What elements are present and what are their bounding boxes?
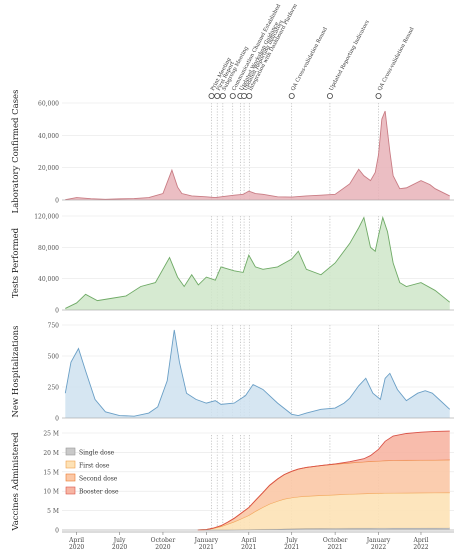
x-tick-label-month: January: [194, 537, 219, 544]
legend-label: Second dose: [79, 476, 118, 483]
panel-1: 0 20,000 40,000 60,000 Laboratory Confirmed …: [11, 90, 454, 214]
annotation-marker: [229, 93, 236, 100]
x-tick-label-year: 2021: [284, 544, 299, 550]
legend-label: Single dose: [79, 450, 115, 457]
x-tick-label-month: July: [113, 537, 126, 544]
legend: Single dose First dose Second dose Booster …: [65, 447, 119, 496]
y-tick-label: 20 M: [43, 450, 59, 457]
y-axis-label: Laboratory Confirmed Cases: [11, 90, 21, 214]
y-tick-label: 40,000: [38, 133, 59, 140]
y-tick-label: 500: [48, 354, 60, 361]
annotation-marker: [208, 93, 215, 100]
stack-area-4: [197, 431, 450, 530]
series-line: [65, 110, 450, 201]
y-axis-label: Vaccines Administered: [11, 432, 21, 532]
annotation-marker: [326, 93, 333, 100]
annotation-marker: [241, 93, 248, 100]
x-tick-label-year: 2022: [371, 544, 386, 550]
annotation-marker: [214, 93, 221, 100]
legend-label: First dose: [79, 463, 110, 470]
y-tick-label: 750: [48, 323, 60, 330]
y-tick-label: 40,000: [38, 276, 59, 283]
y-axis-label: Tests Performed: [11, 227, 21, 298]
annotation-label: QA Cross-validation Round: [290, 26, 329, 92]
x-tick-label-month: October: [151, 537, 176, 544]
stack-area-2: [197, 492, 450, 530]
y-tick-label: 120,000: [34, 214, 59, 221]
area-fill: [65, 111, 450, 200]
panel-4: 0 5 M 10 M 15 M 20 M 25 M Vaccines Administere…: [11, 431, 454, 535]
annotation-label: Updated Reporting Indicators: [328, 19, 370, 92]
y-axis-label: New Hospitalizations: [11, 325, 21, 417]
annotation-marker: [288, 93, 295, 100]
y-tick-label: 250: [48, 385, 60, 392]
legend-swatch: [65, 486, 76, 495]
x-tick-label-month: April: [240, 537, 256, 544]
x-tick-label-year: 2021: [199, 544, 214, 550]
y-tick-label: 10 M: [43, 489, 59, 496]
area-fill: [65, 329, 450, 418]
x-axis: April2020July2020October2020January2021A…: [62, 531, 454, 550]
x-tick-label-year: 2020: [69, 544, 84, 550]
annotation-marker: [219, 93, 226, 100]
x-tick-label-month: April: [413, 537, 429, 544]
x-tick-label-year: 2022: [413, 544, 428, 550]
x-tick-label-month: January: [366, 537, 391, 544]
y-tick-label: 0: [55, 416, 59, 423]
x-tick-label-month: April: [68, 537, 84, 544]
area-fill: [65, 217, 450, 310]
y-tick-label: 0: [55, 528, 59, 535]
series-line: [65, 215, 451, 309]
x-tick-label-year: 2021: [327, 544, 342, 550]
y-tick-label: 60,000: [38, 101, 59, 108]
y-tick-label: 15 M: [43, 469, 59, 476]
y-tick-label: 0: [55, 308, 59, 315]
x-tick-label-year: 2021: [241, 544, 256, 550]
y-tick-label: 20,000: [38, 165, 59, 172]
y-tick-label: 0: [55, 198, 59, 205]
legend-label: Booster dose: [79, 489, 119, 496]
legend-swatch: [65, 447, 76, 456]
panel-2: 0 40,000 80,000 120,000 Tests Performed: [11, 214, 454, 315]
y-tick-label: 5 M: [47, 508, 59, 515]
annotation-marker: [375, 93, 382, 100]
panels-layer: 0 20,000 40,000 60,000 Laboratory Confirmed …: [11, 90, 454, 535]
annotation-marker: [246, 93, 253, 100]
y-tick-label: 25 M: [43, 431, 59, 438]
annotation-label: QA Cross-validation Round: [377, 26, 416, 92]
series-line: [64, 329, 451, 417]
legend-swatch: [65, 460, 76, 469]
stack-area-3: [197, 459, 450, 530]
x-tick-label-month: October: [323, 537, 348, 544]
x-tick-label-year: 2020: [112, 544, 127, 550]
x-tick-label-month: July: [285, 537, 298, 544]
stack-line-4: [197, 430, 450, 531]
panel-3: 0 250 500 750 New Hospitalizations: [11, 323, 454, 423]
y-tick-label: 80,000: [38, 245, 59, 252]
x-tick-label-year: 2020: [155, 544, 170, 550]
legend-swatch: [65, 473, 76, 482]
